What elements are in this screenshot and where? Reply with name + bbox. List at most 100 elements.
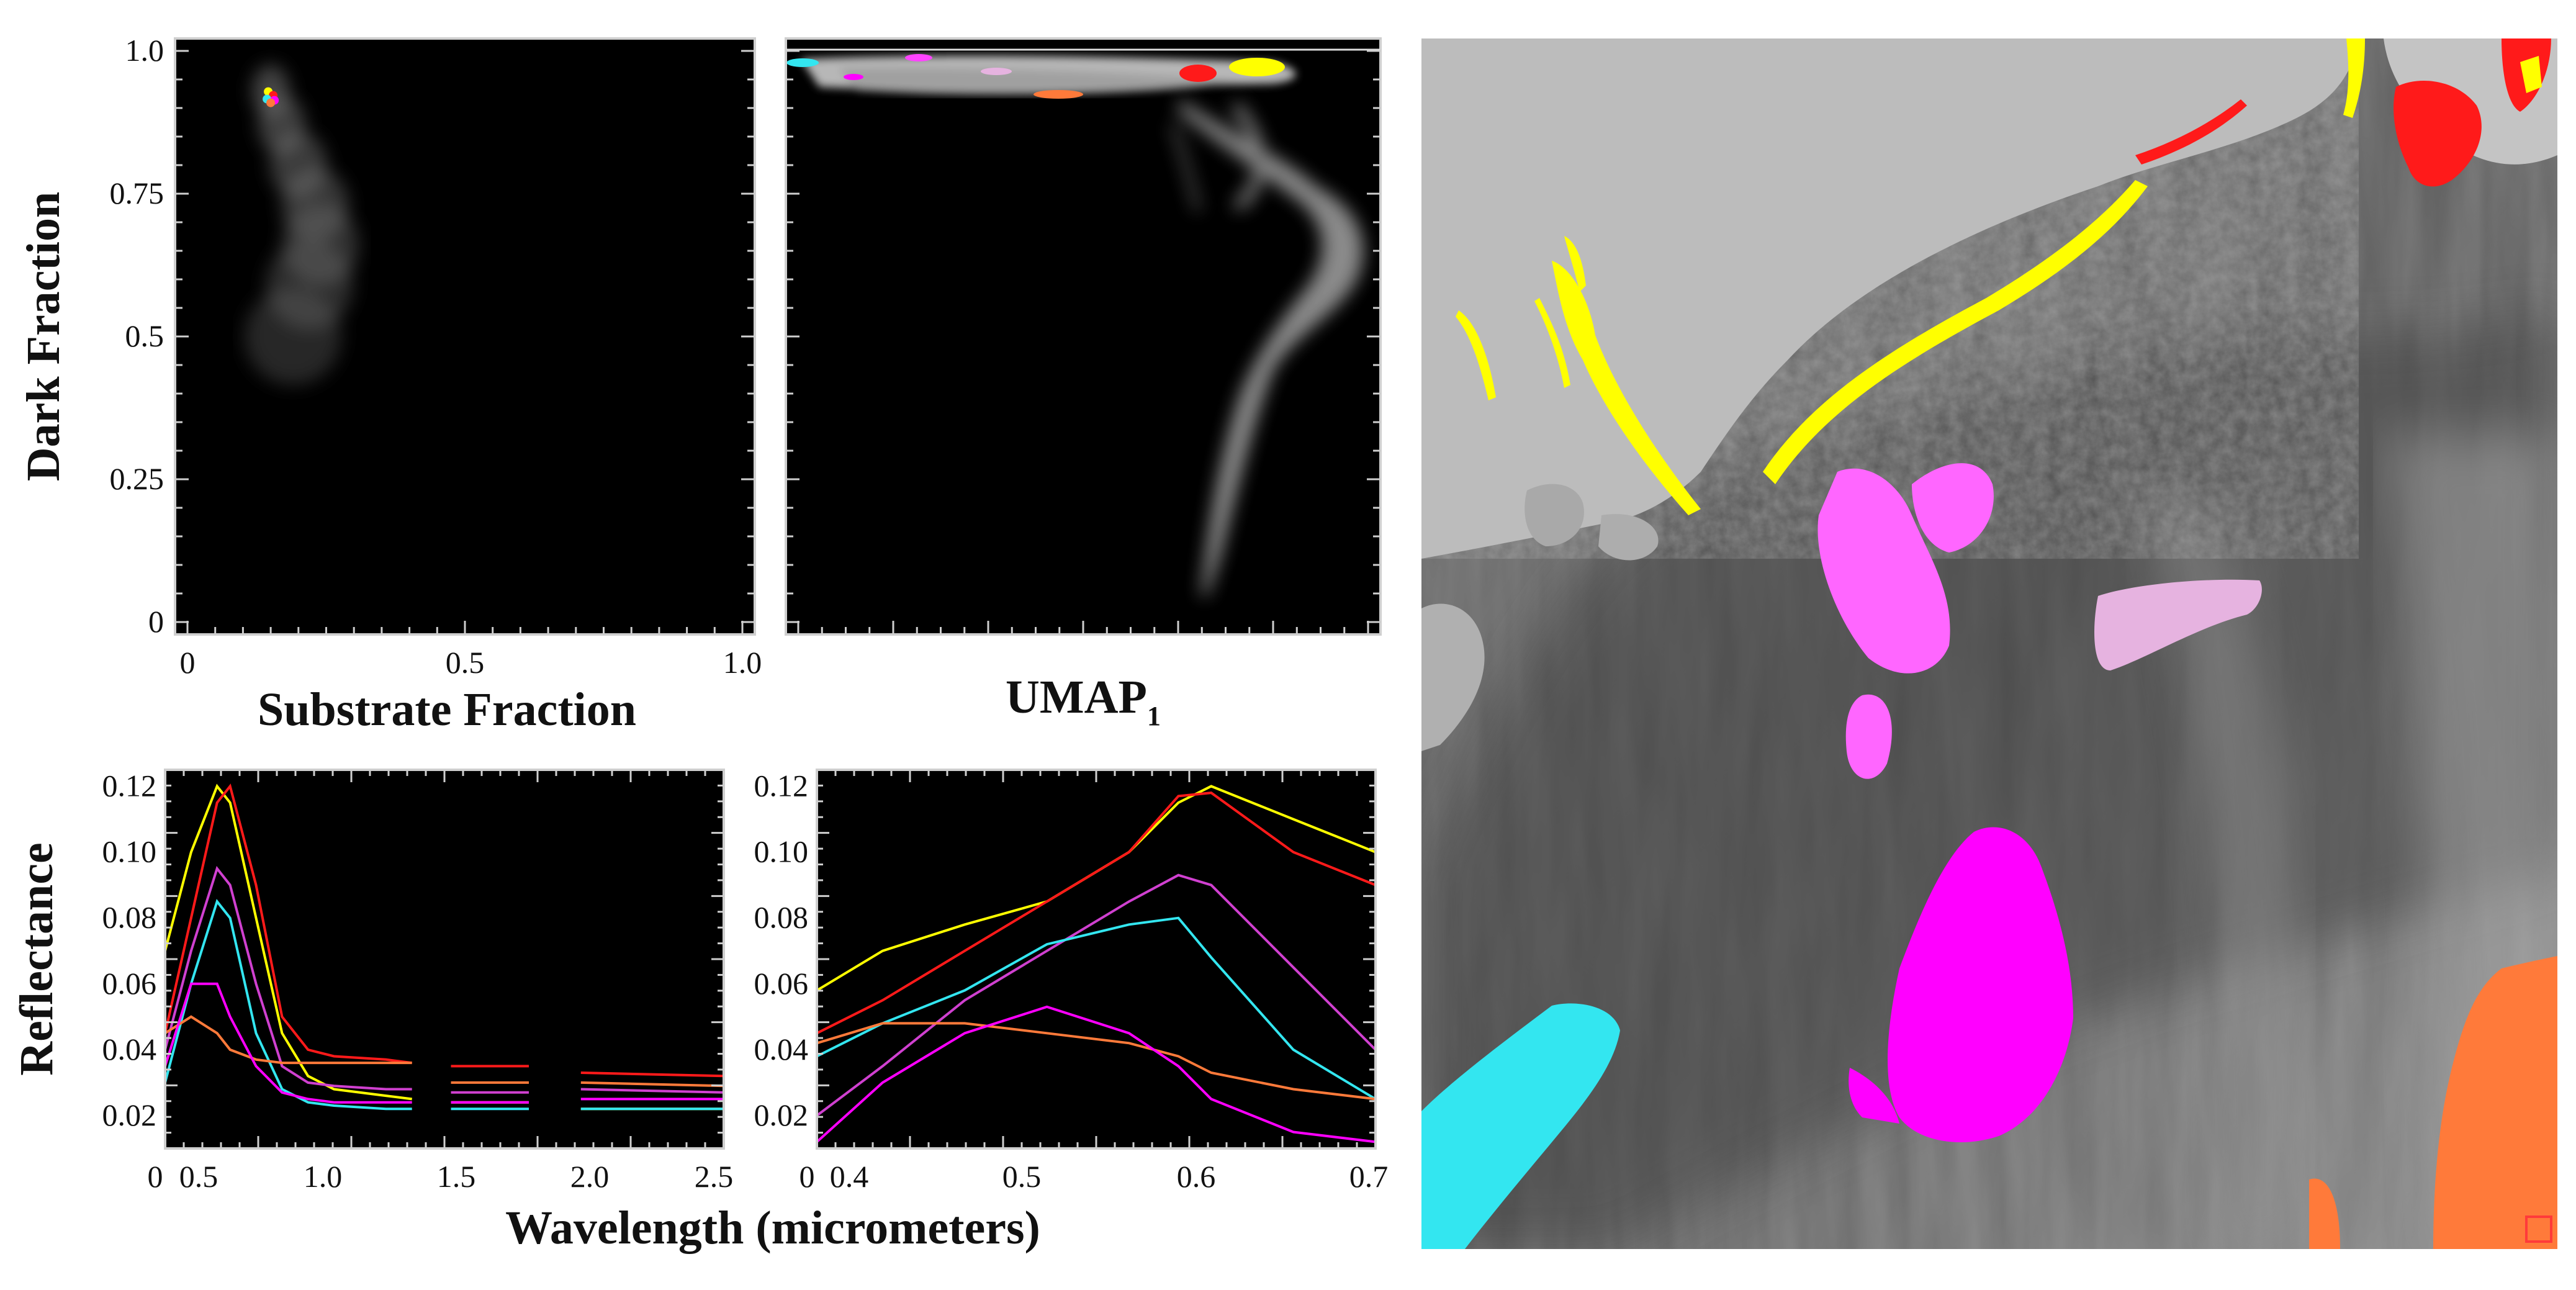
spectrum-line-yellow <box>165 783 412 1101</box>
x-tick-label: 2.0 <box>570 1159 610 1194</box>
x-tick-label: 0 <box>180 645 196 680</box>
spectrum-line-red <box>580 1071 724 1078</box>
class-magenta-patch-3 <box>1888 827 2073 1142</box>
y-tick-labels: 0.02 0.04 0.06 0.08 0.10 0.12 <box>102 769 157 1132</box>
umap-cluster-magenta <box>844 74 863 80</box>
x-tick-label: 0.5 <box>1002 1159 1042 1194</box>
x-tick-labels: 0 0.4 0.5 0.6 0.7 <box>799 1159 1389 1194</box>
tick-marks <box>786 50 1380 634</box>
class-cyan-patch <box>1421 1003 1620 1249</box>
umap-cluster-red <box>1179 65 1217 82</box>
bright-streak <box>2141 497 2300 1249</box>
x-tick-label: 0.7 <box>1349 1159 1389 1194</box>
y-tick-label: 0.02 <box>102 1098 157 1132</box>
x-tick-label: 2.5 <box>695 1159 734 1194</box>
y-tick-label: 0.12 <box>102 769 157 803</box>
x-tick-label: 0 <box>148 1159 163 1194</box>
land-texture <box>1421 38 2359 559</box>
umap-cluster-cyan <box>786 58 819 67</box>
spectrum-line-light_magenta <box>580 1088 724 1094</box>
spectrum-line-red <box>165 783 412 1065</box>
umap-cluster-pink <box>981 68 1012 75</box>
class-red-coast <box>2135 99 2247 165</box>
y-tick-label: 0.04 <box>754 1032 809 1067</box>
class-magenta-patch-1b <box>1912 463 1994 553</box>
x-tick-labels: 0 0.5 1.0 <box>180 645 762 680</box>
x-axis-title: Substrate Fraction <box>258 683 636 736</box>
spectra-lines <box>165 783 724 1111</box>
island-small <box>1524 484 1584 546</box>
class-orange-patch-2 <box>2309 1178 2340 1249</box>
y-tick-label: 0.10 <box>102 834 157 869</box>
class-magenta-patch-2 <box>1845 694 1892 779</box>
class-magenta-patch-3b <box>1849 1068 1899 1124</box>
x-tick-label: 1.0 <box>304 1159 343 1194</box>
umap-thin-streak <box>1171 123 1200 212</box>
y-axis-title: Reflectance <box>11 842 63 1076</box>
y-tick-label: 0.75 <box>110 176 164 210</box>
x-tick-label: 0.5 <box>446 645 485 680</box>
x-tick-label: 0.6 <box>1177 1159 1216 1194</box>
spectrum-line-magenta <box>817 1005 1376 1143</box>
tick-marks <box>816 769 1377 1150</box>
panel-umap-scatter: UMAP1 <box>785 37 1382 731</box>
class-red-bay <box>2394 81 2482 187</box>
y-tick-label: 1.0 <box>125 33 164 68</box>
umap-cluster-orange <box>1034 90 1083 99</box>
y-tick-label: 0.12 <box>754 769 809 803</box>
y-tick-label: 0.04 <box>102 1032 157 1067</box>
y-axis-title: Dark Fraction <box>17 192 70 481</box>
plot-area <box>165 770 724 1148</box>
class-red-marker <box>2525 1216 2552 1243</box>
class-yellow-river-2 <box>1564 236 1586 292</box>
spectrum-line-magenta <box>165 982 412 1104</box>
island-small-2 <box>1598 514 1659 561</box>
panel-substrate-scatter: 0 0.5 1.0 0 0.25 0.5 0.75 1.0 Substrate Fracti… <box>17 33 762 736</box>
density-point <box>244 288 341 385</box>
class-yellow-coast <box>1763 180 2148 484</box>
umap-tail <box>1179 99 1364 596</box>
class-yellow-channel <box>1456 310 1496 400</box>
class-orange-patch <box>2433 956 2557 1249</box>
spectra-lines <box>817 785 1376 1143</box>
shared-x-axis-title: Wavelength (micrometers) <box>505 1202 1040 1254</box>
umap-band-lower <box>838 67 1241 95</box>
spectrum-line-light_magenta <box>165 865 412 1091</box>
y-tick-labels: 0 0.25 0.5 0.75 1.0 <box>110 33 164 639</box>
classified-map <box>1421 38 2557 1249</box>
density-cloud <box>244 65 359 385</box>
spectrum-line-orange <box>817 1022 1376 1101</box>
y-tick-label: 0.06 <box>754 966 809 1001</box>
panel-spectra-full: 0 0.5 1.0 1.5 2.0 2.5 0.02 0.04 0.06 0.08 0.10 0.1… <box>11 769 733 1194</box>
umap-cluster-magenta-2 <box>905 54 932 61</box>
x-tick-label: 0.5 <box>179 1159 218 1194</box>
class-pink-patch <box>2094 579 2262 670</box>
umap-cluster-yellow <box>1229 58 1285 76</box>
umap-cloud <box>786 54 1364 596</box>
y-tick-label: 0.08 <box>754 900 809 935</box>
y-tick-label: 0.02 <box>754 1098 809 1132</box>
x-tick-label: 1.0 <box>723 645 762 680</box>
x-tick-label: 1.5 <box>437 1159 476 1194</box>
x-tick-label: 0.4 <box>830 1159 869 1194</box>
dark-water-band <box>1421 310 2557 1249</box>
y-tick-label: 0.10 <box>754 834 809 869</box>
spectrum-line-light_magenta <box>817 873 1376 1117</box>
panel-spectra-visible: 0 0.4 0.5 0.6 0.7 0.02 0.04 0.06 0.08 0.10 0.12 <box>754 769 1389 1194</box>
spectrum-line-red <box>817 792 1376 1035</box>
spectrum-line-orange <box>580 1081 724 1088</box>
class-yellow-patch <box>2520 56 2542 93</box>
class-yellow-inlet <box>2343 38 2365 118</box>
y-tick-labels: 0.02 0.04 0.06 0.08 0.10 0.12 <box>754 769 809 1132</box>
tick-marks <box>164 769 725 1150</box>
y-tick-label: 0.06 <box>102 966 157 1001</box>
y-tick-label: 0.08 <box>102 900 157 935</box>
x-tick-labels: 0 0.5 1.0 1.5 2.0 2.5 <box>148 1159 734 1194</box>
spectrum-line-orange <box>165 1015 412 1065</box>
island-west <box>1421 603 1485 751</box>
tick-marks <box>175 50 755 634</box>
umap-tail-branch <box>1230 102 1266 210</box>
class-yellow-channel-2 <box>1534 298 1570 388</box>
y-tick-label: 0 <box>148 604 164 639</box>
